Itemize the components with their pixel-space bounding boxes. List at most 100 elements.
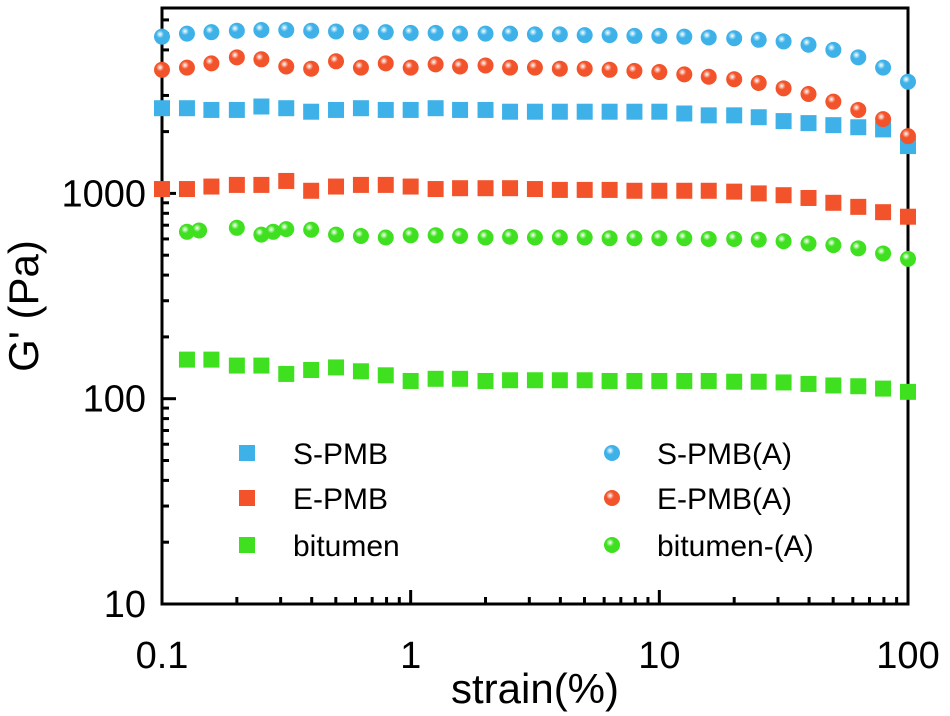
legend-label: bitumen-(A) bbox=[657, 530, 814, 563]
data-point-circle bbox=[775, 233, 792, 250]
data-point-circle bbox=[328, 226, 345, 243]
data-point-square bbox=[502, 372, 519, 389]
data-point-square bbox=[228, 101, 245, 118]
data-point-square bbox=[676, 372, 693, 389]
data-point-square bbox=[750, 109, 767, 126]
data-point-square bbox=[402, 178, 419, 195]
data-point-square bbox=[676, 182, 693, 199]
data-point-circle bbox=[427, 24, 444, 41]
data-point-circle bbox=[303, 221, 320, 238]
data-point-circle bbox=[551, 229, 568, 246]
data-point-square bbox=[228, 357, 245, 374]
data-marks bbox=[154, 22, 916, 400]
data-point-circle bbox=[700, 230, 717, 247]
legend-marker-circle bbox=[604, 537, 620, 553]
data-point-circle bbox=[875, 245, 892, 262]
data-point-circle bbox=[402, 59, 419, 76]
data-point-circle bbox=[775, 33, 792, 50]
data-point-circle bbox=[154, 28, 170, 45]
data-point-square bbox=[750, 185, 767, 202]
data-point-circle bbox=[576, 229, 593, 246]
data-point-square bbox=[154, 100, 170, 117]
data-point-square bbox=[825, 194, 842, 211]
data-point-square bbox=[850, 378, 867, 395]
data-point-square bbox=[278, 172, 295, 189]
data-point-circle bbox=[178, 223, 195, 240]
data-point-circle bbox=[328, 53, 345, 70]
series-5 bbox=[178, 219, 916, 267]
data-point-square bbox=[726, 373, 743, 390]
data-point-square bbox=[178, 181, 195, 198]
data-point-square bbox=[601, 372, 618, 389]
data-point-circle bbox=[676, 28, 693, 45]
data-point-square bbox=[303, 103, 320, 120]
data-point-circle bbox=[850, 240, 867, 257]
data-point-circle bbox=[651, 64, 668, 81]
data-point-square bbox=[328, 178, 345, 195]
data-point-circle bbox=[477, 229, 494, 246]
data-point-circle bbox=[626, 62, 643, 79]
data-point-square bbox=[377, 101, 394, 118]
data-point-square bbox=[700, 372, 717, 389]
data-point-circle bbox=[900, 128, 916, 145]
data-point-circle bbox=[328, 23, 345, 40]
data-point-circle bbox=[253, 51, 270, 68]
data-point-circle bbox=[178, 59, 195, 76]
data-point-square bbox=[178, 100, 195, 117]
data-point-square bbox=[203, 101, 220, 118]
data-point-square bbox=[203, 351, 220, 368]
data-point-circle bbox=[278, 22, 295, 39]
data-point-circle bbox=[676, 230, 693, 247]
data-point-circle bbox=[726, 30, 743, 47]
data-point-circle bbox=[601, 230, 618, 247]
data-point-square bbox=[328, 101, 345, 118]
data-point-circle bbox=[775, 80, 792, 97]
data-point-square bbox=[800, 115, 817, 132]
data-point-square bbox=[551, 181, 568, 198]
legend-marker-circle bbox=[604, 490, 620, 506]
data-point-circle bbox=[551, 60, 568, 77]
axis-tick-labels: 0.1 1 10 100 10 100 1000 bbox=[61, 173, 939, 677]
data-point-square bbox=[800, 375, 817, 392]
data-point-circle bbox=[502, 228, 519, 245]
legend-label: S-PMB(A) bbox=[657, 438, 792, 471]
data-point-circle bbox=[601, 27, 618, 44]
data-point-circle bbox=[452, 58, 469, 75]
data-point-square bbox=[676, 105, 693, 122]
data-point-circle bbox=[825, 93, 842, 110]
data-point-square bbox=[477, 372, 494, 389]
legend-label: S-PMB bbox=[293, 438, 388, 471]
data-point-circle bbox=[526, 26, 543, 43]
series-2 bbox=[178, 351, 916, 400]
x-tick-label: 10 bbox=[638, 635, 680, 677]
data-point-square bbox=[825, 377, 842, 394]
data-point-circle bbox=[278, 58, 295, 75]
data-point-circle bbox=[551, 26, 568, 43]
data-point-square bbox=[726, 183, 743, 200]
data-point-square bbox=[278, 100, 295, 117]
data-point-circle bbox=[576, 27, 593, 44]
data-point-square bbox=[377, 176, 394, 193]
data-point-circle bbox=[154, 61, 170, 78]
plot-frame bbox=[160, 6, 910, 606]
data-point-square bbox=[800, 189, 817, 206]
legend-marker-square bbox=[239, 490, 255, 506]
data-point-square bbox=[626, 182, 643, 199]
data-point-circle bbox=[191, 222, 208, 239]
data-point-square bbox=[253, 176, 270, 193]
x-axis-title: strain(%) bbox=[451, 665, 619, 712]
data-point-circle bbox=[676, 66, 693, 83]
data-point-circle bbox=[265, 223, 282, 240]
data-point-square bbox=[875, 380, 892, 397]
data-point-square bbox=[700, 182, 717, 199]
data-point-circle bbox=[576, 60, 593, 77]
data-point-circle bbox=[477, 25, 494, 42]
data-point-circle bbox=[875, 111, 892, 128]
series-1 bbox=[154, 172, 916, 225]
data-point-circle bbox=[651, 230, 668, 247]
x-tick-label: 1 bbox=[400, 635, 421, 677]
data-point-square bbox=[402, 101, 419, 118]
data-point-square bbox=[452, 101, 469, 118]
data-point-circle bbox=[900, 250, 916, 267]
